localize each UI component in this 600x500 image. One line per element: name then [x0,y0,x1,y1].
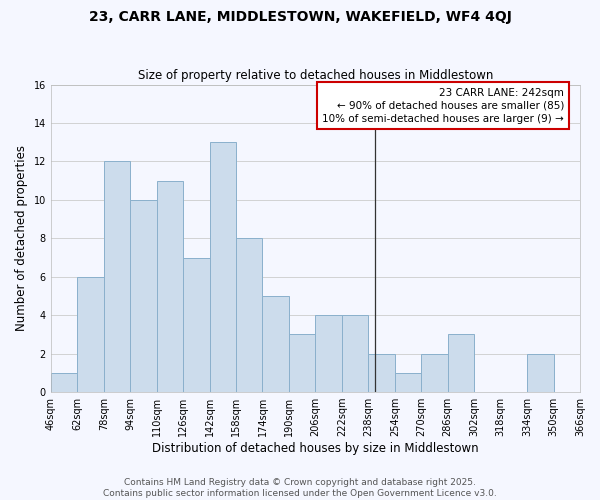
Bar [342,315,368,392]
Bar [104,162,130,392]
Text: 23, CARR LANE, MIDDLESTOWN, WAKEFIELD, WF4 4QJ: 23, CARR LANE, MIDDLESTOWN, WAKEFIELD, W… [89,10,511,24]
Text: Contains HM Land Registry data © Crown copyright and database right 2025.
Contai: Contains HM Land Registry data © Crown c… [103,478,497,498]
Bar [262,296,289,392]
Bar [51,373,77,392]
Bar [183,258,209,392]
Bar [157,180,183,392]
X-axis label: Distribution of detached houses by size in Middlestown: Distribution of detached houses by size … [152,442,479,455]
Bar [130,200,157,392]
Bar [368,354,395,392]
Text: 23 CARR LANE: 242sqm
← 90% of detached houses are smaller (85)
10% of semi-detac: 23 CARR LANE: 242sqm ← 90% of detached h… [322,88,564,124]
Bar [236,238,262,392]
Bar [527,354,554,392]
Bar [77,277,104,392]
Bar [209,142,236,392]
Title: Size of property relative to detached houses in Middlestown: Size of property relative to detached ho… [138,69,493,82]
Bar [289,334,316,392]
Bar [395,373,421,392]
Bar [448,334,474,392]
Y-axis label: Number of detached properties: Number of detached properties [15,146,28,332]
Bar [316,315,342,392]
Bar [421,354,448,392]
